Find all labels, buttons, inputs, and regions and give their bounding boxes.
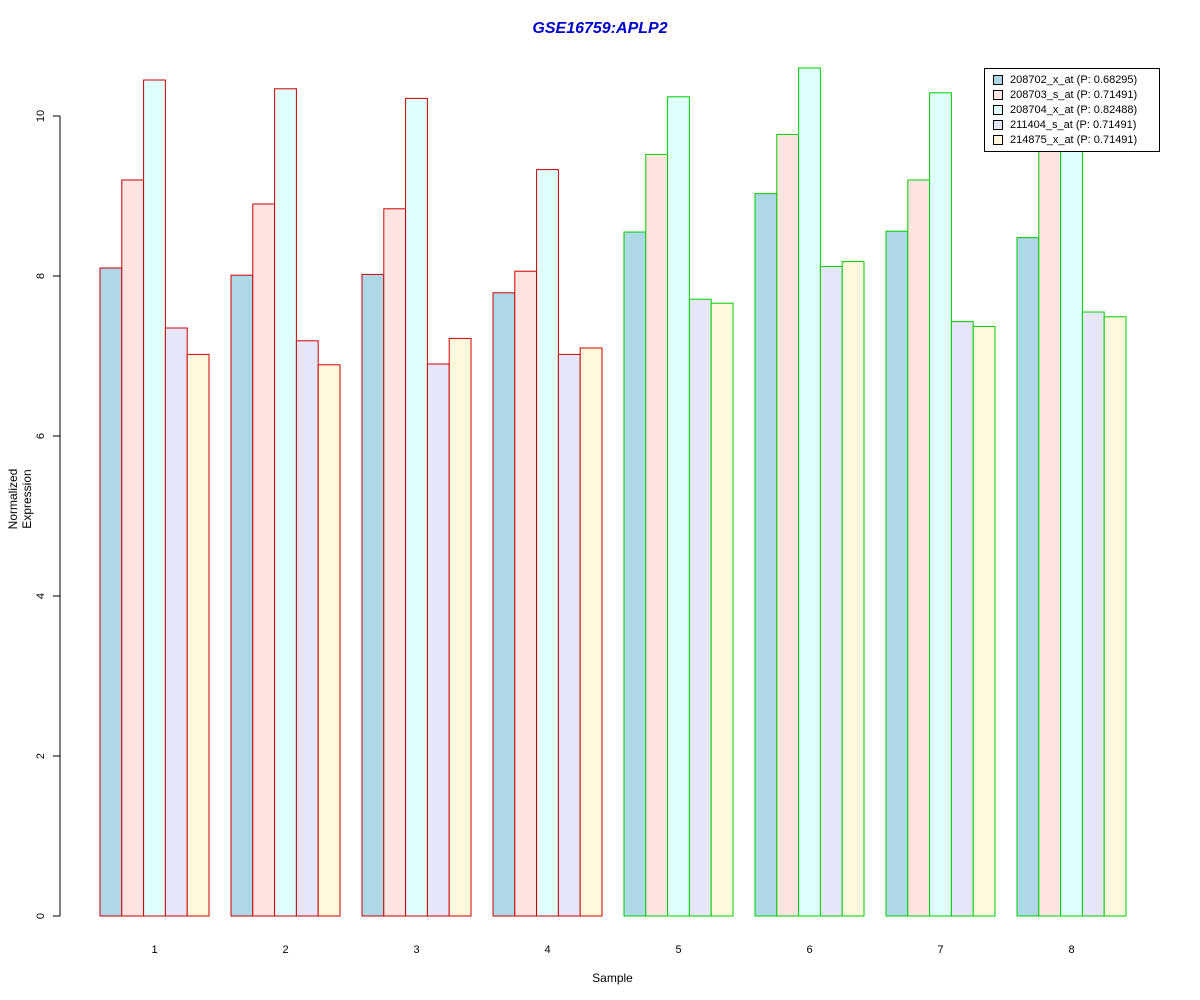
- x-tick-label: 5: [675, 944, 681, 956]
- bar-3-3: [405, 97, 428, 917]
- bar-7-1: [885, 230, 909, 917]
- bar-4-2: [514, 270, 538, 917]
- bar-1-5: [186, 353, 210, 917]
- bar-3-2: [383, 208, 407, 917]
- legend-label: 214875_x_at (P: 0.71491): [1010, 133, 1138, 146]
- legend-label: 208704_x_at (P: 0.82488): [1010, 103, 1138, 116]
- x-axis-label: Sample: [592, 971, 633, 985]
- x-axis: 1 2 3 4 5 6 7 8: [151, 944, 1074, 956]
- bar-2-1: [230, 274, 254, 917]
- bar-5-2: [645, 153, 669, 917]
- bar-2-3: [274, 88, 297, 917]
- y-tick-label: 4: [35, 593, 47, 599]
- legend-item: 214875_x_at (P: 0.71491): [993, 132, 1159, 147]
- legend-item: 208704_x_at (P: 0.82488): [993, 102, 1159, 117]
- legend-item: 211404_s_at (P: 0.71491): [993, 117, 1159, 132]
- y-tick-label: 8: [35, 273, 47, 279]
- bar-5-5: [710, 302, 734, 917]
- bar-1-4: [164, 327, 188, 917]
- bar-3-5: [448, 337, 472, 917]
- legend-label: 208703_s_at (P: 0.71491): [1010, 88, 1138, 101]
- bar-8-3: [1060, 139, 1083, 917]
- legend-item: 208703_s_at (P: 0.71491): [993, 87, 1159, 102]
- bar-4-4: [557, 353, 581, 917]
- chart-title: GSE16759:APLP2: [532, 20, 668, 37]
- legend-swatch: [993, 119, 1003, 130]
- bar-7-5: [972, 325, 996, 917]
- legend-item: 208702_x_at (P: 0.68295): [993, 72, 1159, 87]
- bar-2-4: [295, 340, 319, 917]
- bar-7-3: [929, 92, 952, 917]
- bar-5-4: [688, 298, 712, 917]
- bar-6-1: [754, 193, 778, 917]
- bar-7-4: [950, 321, 974, 917]
- legend-swatch: [993, 74, 1003, 85]
- bar-2-5: [317, 364, 341, 917]
- bar-8-2: [1038, 147, 1062, 917]
- x-tick-label: 8: [1068, 944, 1074, 956]
- legend-swatch: [993, 134, 1003, 145]
- x-tick-label: 1: [151, 944, 157, 956]
- y-tick-label: 0: [35, 913, 47, 919]
- x-tick-label: 4: [544, 944, 550, 956]
- bar-1-3: [143, 79, 166, 917]
- bar-6-2: [776, 133, 800, 917]
- bars-layer: [99, 67, 1127, 917]
- bar-4-3: [536, 169, 559, 917]
- bar-3-4: [426, 363, 450, 917]
- bar-3-1: [361, 273, 385, 917]
- x-tick-label: 3: [413, 944, 419, 956]
- legend-swatch: [993, 89, 1003, 100]
- legend-label: 211404_s_at (P: 0.71491): [1010, 118, 1137, 131]
- y-tick-label: 2: [35, 753, 47, 759]
- bar-6-4: [819, 265, 843, 917]
- bar-8-1: [1016, 237, 1040, 917]
- bar-5-1: [623, 231, 647, 917]
- bar-8-5: [1103, 316, 1127, 917]
- legend-swatch: [993, 104, 1003, 115]
- bar-8-4: [1081, 311, 1105, 917]
- bar-1-2: [121, 179, 145, 917]
- x-tick-label: 2: [282, 944, 288, 956]
- bar-4-5: [579, 347, 603, 917]
- x-tick-label: 6: [806, 944, 812, 956]
- y-tick-label: 10: [35, 110, 47, 122]
- bar-6-3: [798, 67, 821, 917]
- y-tick-label: 6: [35, 433, 47, 439]
- y-axis-label: Normalized Expression: [6, 468, 34, 530]
- bar-1-1: [99, 267, 123, 917]
- y-axis: 0 2 4 6 8 10: [35, 110, 61, 919]
- legend-label: 208702_x_at (P: 0.68295): [1010, 73, 1138, 86]
- bar-6-5: [841, 261, 865, 917]
- bar-4-1: [492, 292, 516, 917]
- bar-7-2: [907, 179, 931, 917]
- x-tick-label: 7: [937, 944, 943, 956]
- bar-5-3: [667, 96, 690, 917]
- bar-2-2: [252, 203, 276, 917]
- legend: 208702_x_at (P: 0.68295) 208703_s_at (P:…: [984, 68, 1160, 152]
